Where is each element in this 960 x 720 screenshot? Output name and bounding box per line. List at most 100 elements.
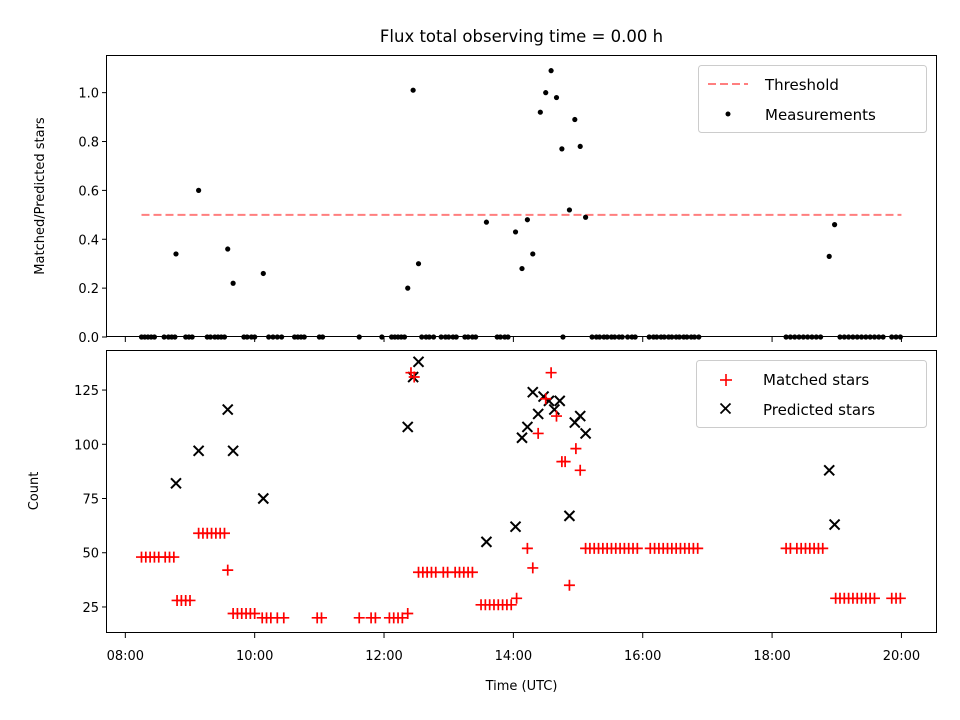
count-legend: Matched stars Predicted stars [696, 360, 927, 428]
matched-stars-point [527, 562, 539, 574]
measurements-point [512, 229, 519, 235]
measurements-point [405, 285, 411, 291]
matched-stars-point [570, 443, 582, 455]
predicted-stars-point [828, 518, 841, 531]
ratio-y-tick-label: 0.6 [78, 184, 99, 199]
matched-stars-point [408, 371, 420, 383]
legend-measurements-swatch [725, 111, 731, 117]
count-y-axis-label: Count [27, 472, 42, 511]
ratio-y-axis-label: Matched/Predicted stars [33, 117, 48, 275]
count-y-tick-label: 50 [82, 547, 99, 562]
measurements-point [582, 214, 589, 220]
count-x-tick-label: 12:00 [365, 649, 402, 664]
measurements-point [415, 261, 422, 267]
matched-stars-point [545, 367, 557, 379]
measurements-point [225, 246, 231, 252]
count-y-tick-label: 25 [82, 601, 99, 616]
measurements-point [519, 265, 525, 272]
measurements-point [410, 87, 416, 93]
ratio-y-tick-label: 0.0 [78, 331, 99, 346]
matched-stars-point [353, 612, 365, 624]
measurements-point [173, 251, 179, 257]
matched-stars-point [868, 592, 880, 604]
ratio-panel: 0.0 0.2 0.4 0.6 0.8 1.0 Matched/Predicted sta… [33, 55, 937, 346]
count-x-tick-label: 18:00 [753, 649, 790, 664]
matched-stars-point [817, 542, 829, 554]
legend-matched-label: Matched stars [763, 371, 869, 389]
predicted-stars-point [548, 403, 561, 416]
predicted-stars-point [192, 445, 205, 457]
matched-stars-point [222, 564, 234, 576]
predicted-stars-point [516, 432, 528, 444]
ratio-plot-frame [106, 55, 937, 337]
predicted-stars-point [527, 386, 539, 398]
measurements-point [537, 109, 543, 115]
predicted-stars-point [532, 408, 544, 420]
matched-stars-point [168, 551, 180, 563]
predicted-stars-point [554, 395, 566, 407]
matched-stars-point [532, 427, 544, 439]
predicted-stars-point [227, 445, 239, 457]
measurements-point [230, 280, 236, 286]
matched-stars-point [278, 612, 290, 624]
predicted-stars-point [521, 421, 534, 433]
matched-stars-point [184, 594, 196, 606]
count-x-tick-label: 08:00 [107, 649, 144, 664]
measurements-point [548, 68, 554, 74]
predicted-stars-point [823, 464, 835, 477]
matched-stars-point [402, 607, 414, 619]
measurements-point [826, 253, 832, 259]
matched-stars-point [369, 612, 381, 624]
matched-stars-point [550, 410, 562, 422]
predicted-stars-point [222, 403, 234, 416]
matched-stars-point [521, 542, 533, 554]
matched-stars-markers [135, 367, 906, 624]
matched-stars-point [511, 592, 523, 604]
measurements-point [260, 270, 266, 277]
legend-predicted-swatch [719, 402, 732, 415]
predicted-stars-point [257, 492, 270, 505]
measurements-point [196, 187, 202, 193]
measurements-point [566, 207, 573, 213]
predicted-stars-markers [170, 356, 841, 548]
matched-stars-point [574, 464, 586, 476]
count-y-tick-label: 75 [82, 493, 99, 508]
count-x-tick-label: 20:00 [883, 649, 920, 664]
matched-stars-point [249, 607, 261, 619]
matched-stars-point [505, 599, 517, 611]
matched-stars-point [692, 542, 704, 554]
matched-stars-point [631, 542, 643, 554]
predicted-stars-point [563, 510, 576, 522]
count-x-tick-label: 16:00 [624, 649, 661, 664]
measurements-point [483, 219, 490, 225]
measurement-points [138, 68, 903, 340]
matched-stars-point [316, 612, 328, 624]
predicted-stars-point [412, 356, 425, 368]
legend-measurements-label: Measurements [765, 106, 876, 124]
matched-stars-point [218, 527, 230, 539]
measurements-point [553, 94, 560, 101]
predicted-stars-point [574, 410, 586, 422]
measurements-point [543, 90, 549, 96]
measurements-point [831, 222, 838, 228]
legend-matched-swatch [720, 374, 732, 386]
legend-predicted-label: Predicted stars [763, 401, 875, 419]
ratio-y-tick-label: 0.8 [78, 136, 99, 151]
predicted-stars-point [480, 536, 493, 548]
count-x-tick-label: 10:00 [236, 649, 273, 664]
predicted-stars-point [579, 427, 592, 440]
predicted-stars-point [170, 477, 182, 490]
count-plot-frame [106, 350, 937, 633]
measurements-point [530, 251, 536, 257]
x-axis-label: Time (UTC) [485, 679, 558, 694]
ratio-legend: Threshold Measurements [698, 65, 927, 133]
count-y-tick-label: 100 [74, 438, 99, 453]
count-x-tick-label: 14:00 [495, 649, 532, 664]
figure-title: Flux total observing time = 0.00 h [380, 27, 663, 46]
measurements-point [559, 146, 565, 152]
ratio-y-tick-label: 0.2 [78, 282, 99, 297]
legend-threshold-label: Threshold [764, 76, 839, 94]
ratio-y-tick-label: 1.0 [78, 87, 99, 102]
predicted-stars-point [402, 421, 414, 433]
